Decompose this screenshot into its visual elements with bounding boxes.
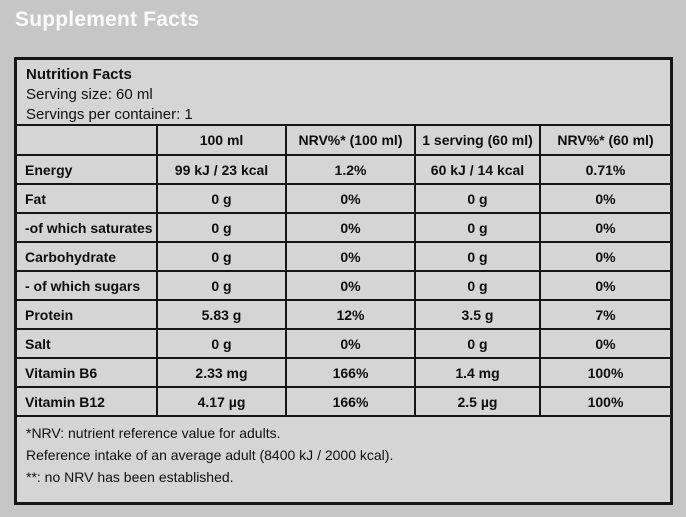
nutrition-table: 100 ml NRV%* (100 ml) 1 serving (60 ml) …: [17, 124, 670, 417]
row-label: - of which sugars: [17, 270, 158, 301]
row-value: 7%: [539, 299, 670, 330]
row-value: 5.83 g: [156, 299, 287, 330]
table-row: Carbohydrate 0 g 0% 0 g 0%: [17, 241, 670, 272]
row-value: 1.2%: [285, 154, 416, 185]
row-value: 1.4 mg: [414, 357, 541, 388]
table-row: Protein 5.83 g 12% 3.5 g 7%: [17, 299, 670, 330]
row-value: 2.5 µg: [414, 386, 541, 417]
row-value: 60 kJ / 14 kcal: [414, 154, 541, 185]
row-label: -of which saturates: [17, 212, 158, 243]
header-nrv-100ml: NRV%* (100 ml): [285, 124, 416, 156]
header-nrv-serving: NRV%* (60 ml): [539, 124, 670, 156]
row-value: 0 g: [414, 328, 541, 359]
row-value: 0%: [539, 328, 670, 359]
row-value: 0%: [285, 212, 416, 243]
header-per-serving: 1 serving (60 ml): [414, 124, 541, 156]
table-row: Energy 99 kJ / 23 kcal 1.2% 60 kJ / 14 kcal…: [17, 154, 670, 185]
row-value: 0 g: [156, 328, 287, 359]
nutrition-facts-panel: Nutrition Facts Serving size: 60 ml Serv…: [14, 57, 673, 505]
footnote-line: **: no NRV has been established.: [26, 469, 234, 485]
nutrition-table-body: Energy 99 kJ / 23 kcal 1.2% 60 kJ / 14 kcal…: [17, 154, 670, 417]
row-value: 0.71%: [539, 154, 670, 185]
page-title: Supplement Facts: [15, 8, 200, 31]
footnote-line: Reference intake of an average adult (84…: [26, 447, 394, 463]
row-value: 100%: [539, 386, 670, 417]
row-value: 0%: [539, 241, 670, 272]
row-value: 166%: [285, 386, 416, 417]
servings-per-container-line: Servings per container: 1: [26, 106, 193, 123]
table-row: Vitamin B6 2.33 mg 166% 1.4 mg 100%: [17, 357, 670, 388]
row-value: 0%: [285, 270, 416, 301]
row-value: 0%: [285, 183, 416, 214]
row-label: Energy: [17, 154, 158, 185]
table-row: - of which sugars 0 g 0% 0 g 0%: [17, 270, 670, 301]
table-row: -of which saturates 0 g 0% 0 g 0%: [17, 212, 670, 243]
row-value: 166%: [285, 357, 416, 388]
row-value: 0%: [539, 270, 670, 301]
row-label: Vitamin B12: [17, 386, 158, 417]
row-value: 0%: [285, 328, 416, 359]
row-value: 4.17 µg: [156, 386, 287, 417]
row-value: 99 kJ / 23 kcal: [156, 154, 287, 185]
row-value: 0 g: [156, 241, 287, 272]
row-value: 12%: [285, 299, 416, 330]
row-label: Carbohydrate: [17, 241, 158, 272]
table-header-row: 100 ml NRV%* (100 ml) 1 serving (60 ml) …: [17, 124, 670, 156]
footnotes: *NRV: nutrient reference value for adult…: [17, 417, 670, 502]
row-label: Fat: [17, 183, 158, 214]
row-value: 0 g: [414, 270, 541, 301]
header-per-100ml: 100 ml: [156, 124, 287, 156]
footnote-line: *NRV: nutrient reference value for adult…: [26, 425, 281, 441]
row-value: 0 g: [156, 212, 287, 243]
row-value: 100%: [539, 357, 670, 388]
row-value: 0%: [285, 241, 416, 272]
row-value: 0 g: [414, 241, 541, 272]
header-nutrient: [17, 124, 158, 156]
table-row: Vitamin B12 4.17 µg 166% 2.5 µg 100%: [17, 386, 670, 417]
row-value: 0 g: [414, 212, 541, 243]
nutrition-table-header: 100 ml NRV%* (100 ml) 1 serving (60 ml) …: [17, 124, 670, 156]
row-label: Salt: [17, 328, 158, 359]
nutrition-facts-intro: Nutrition Facts Serving size: 60 ml Serv…: [17, 60, 670, 124]
row-value: 0%: [539, 183, 670, 214]
row-label: Vitamin B6: [17, 357, 158, 388]
row-value: 0%: [539, 212, 670, 243]
nutrition-facts-heading: Nutrition Facts: [26, 66, 132, 83]
row-value: 2.33 mg: [156, 357, 287, 388]
serving-size-line: Serving size: 60 ml: [26, 86, 153, 103]
row-label: Protein: [17, 299, 158, 330]
row-value: 0 g: [156, 270, 287, 301]
row-value: 3.5 g: [414, 299, 541, 330]
row-value: 0 g: [156, 183, 287, 214]
row-value: 0 g: [414, 183, 541, 214]
table-row: Fat 0 g 0% 0 g 0%: [17, 183, 670, 214]
table-row: Salt 0 g 0% 0 g 0%: [17, 328, 670, 359]
